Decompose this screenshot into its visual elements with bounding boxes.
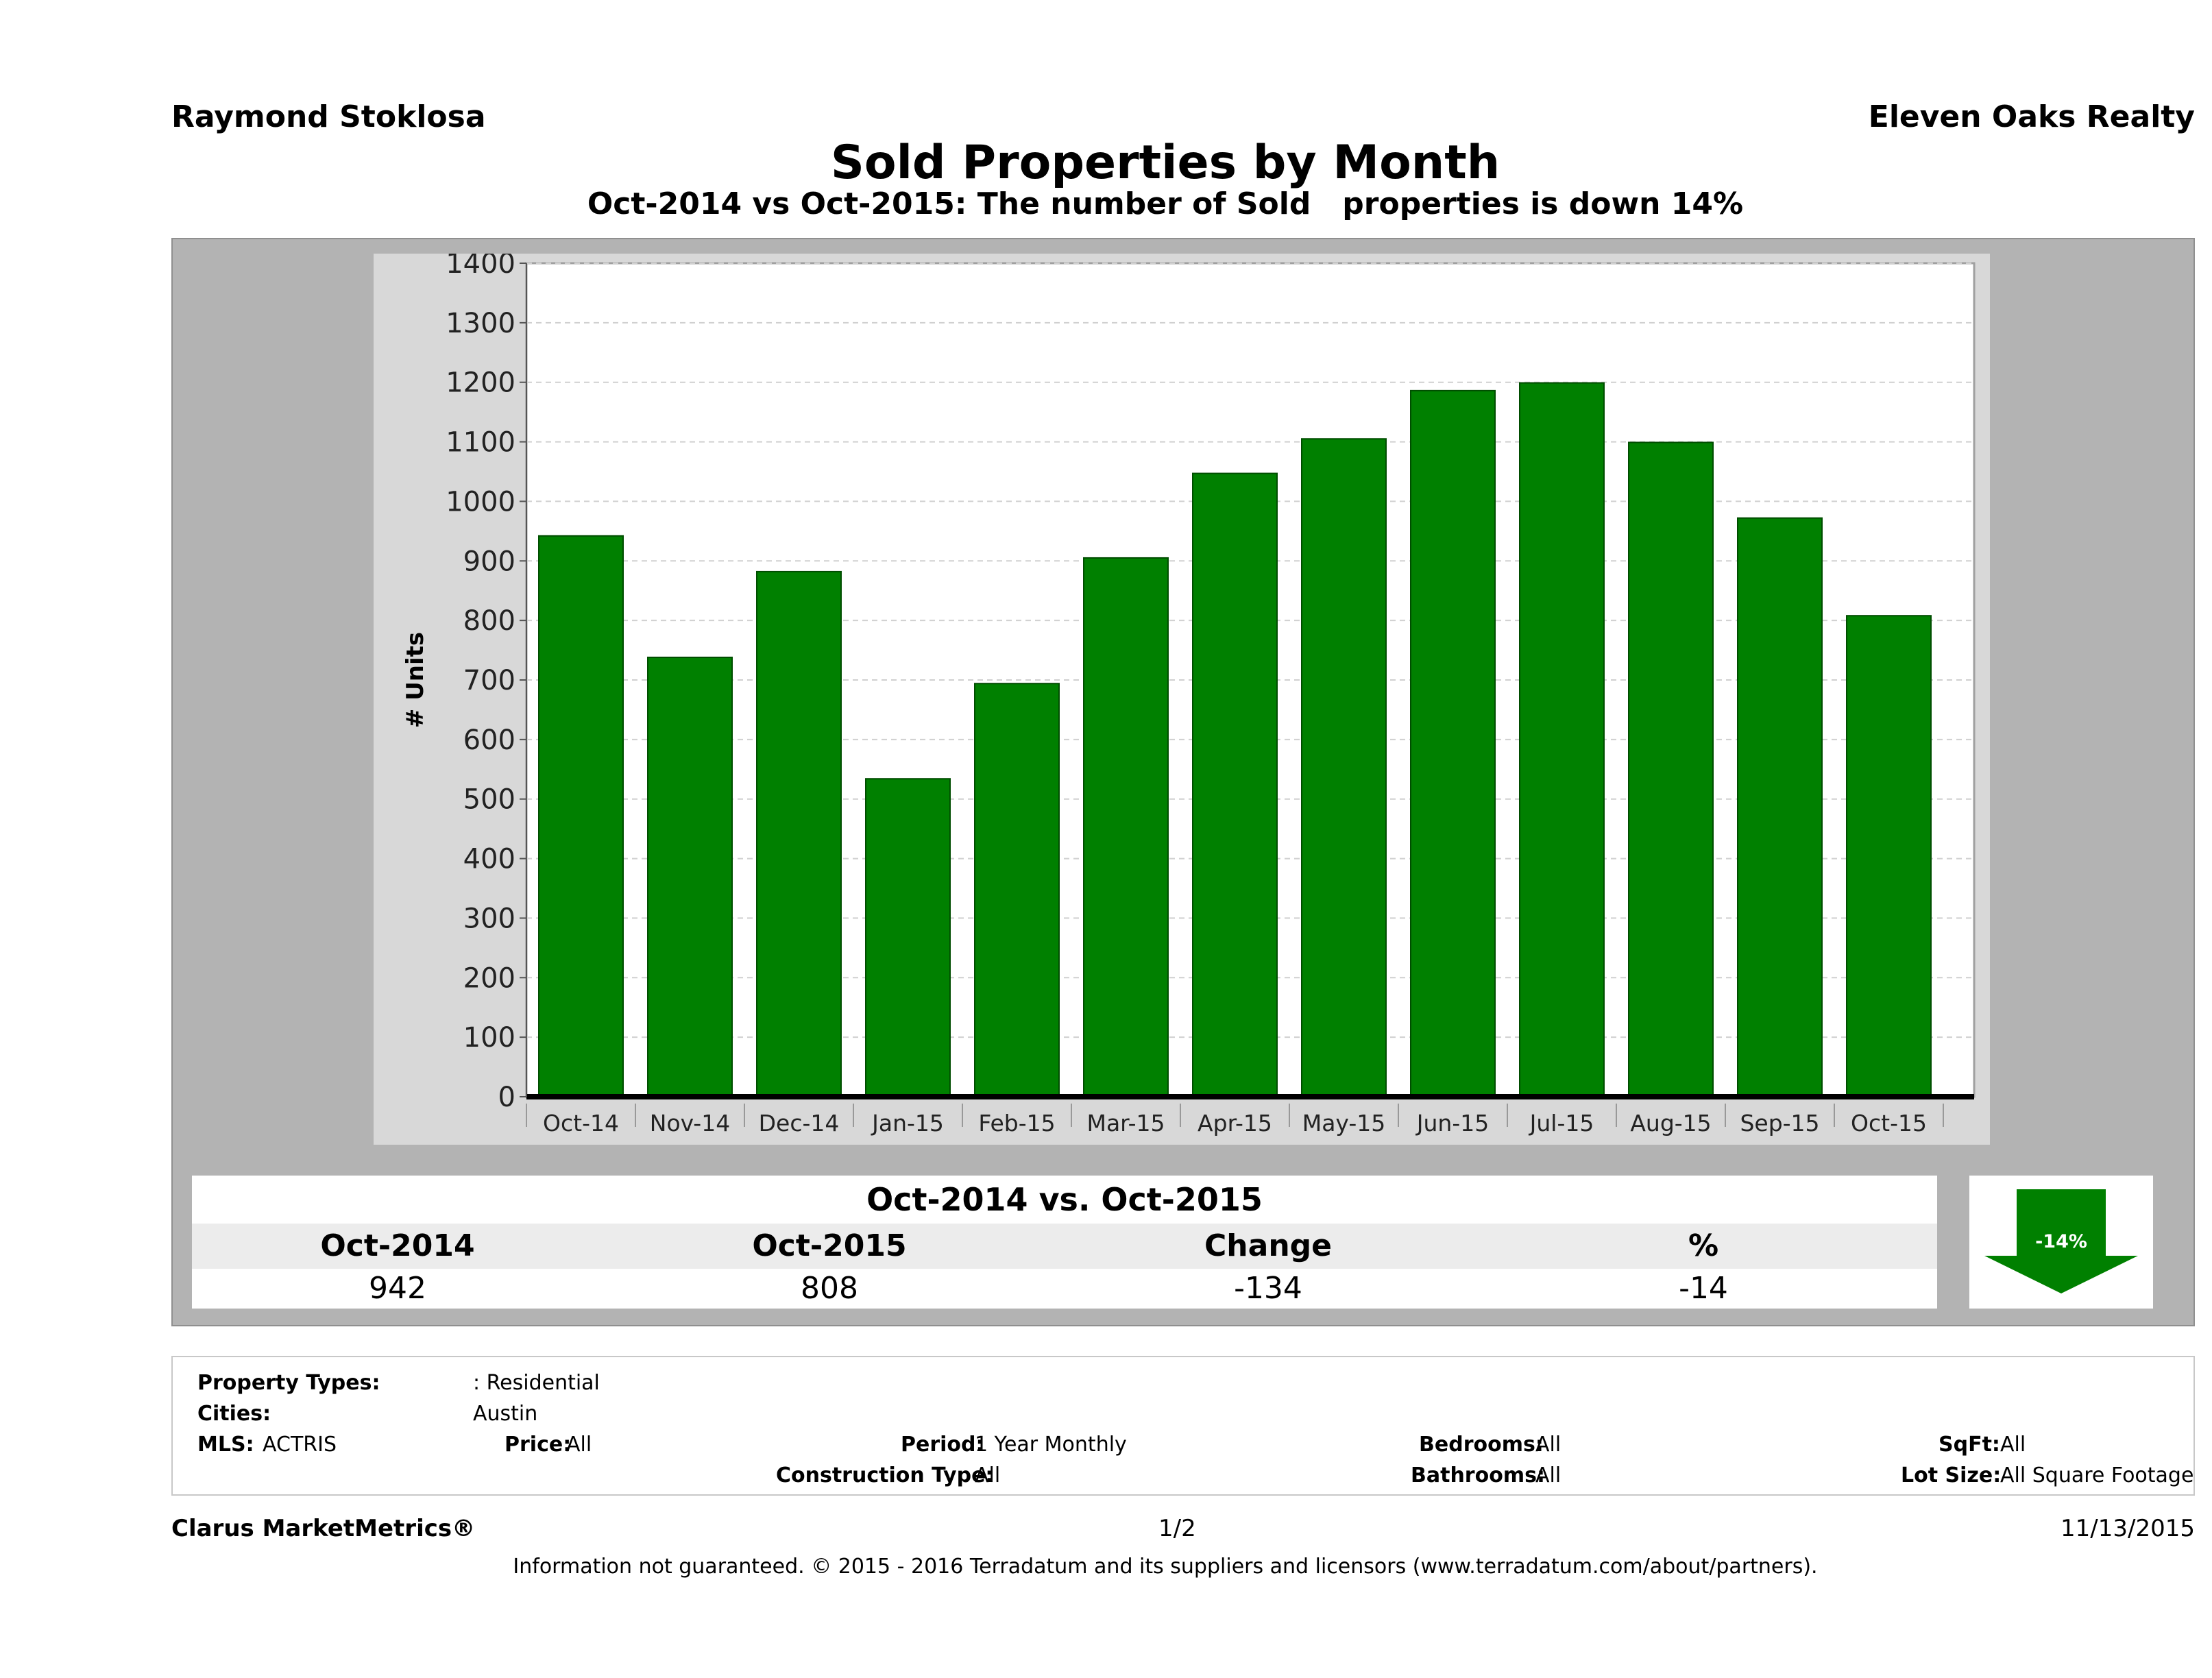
bar-dec-14: [756, 570, 842, 1098]
bar-oct-15: [1846, 615, 1932, 1097]
sqft-label: SqFt:: [1938, 1433, 2000, 1457]
bedrooms-label: Bedrooms:: [1419, 1433, 1544, 1457]
bar-feb-15: [974, 683, 1060, 1097]
report-date: 11/13/2015: [2061, 1515, 2195, 1542]
x-tick-label: Apr-15: [1198, 1110, 1272, 1136]
x-tick-label: Oct-15: [1851, 1110, 1927, 1136]
summary-header-change: Change: [1204, 1228, 1332, 1263]
property-types-value: : Residential: [473, 1371, 600, 1395]
lot-size-value: All Square Footage: [2000, 1463, 2194, 1487]
y-tick-label: 0: [498, 1082, 515, 1113]
bar-aug-15: [1628, 441, 1714, 1097]
construction-type-label: Construction Type:: [776, 1463, 994, 1487]
agent-name: Raymond Stoklosa: [171, 99, 486, 134]
y-tick-label: 600: [463, 725, 515, 756]
mls-label: MLS:: [197, 1433, 254, 1457]
brokerage-name: Eleven Oaks Realty: [1868, 99, 2195, 134]
x-tick-label: Sep-15: [1740, 1110, 1819, 1136]
period-value: 1 Year Monthly: [975, 1433, 1127, 1457]
page-title: Sold Properties by Month: [830, 136, 1500, 190]
summary-value-oct-2014: 942: [369, 1271, 426, 1306]
summary-value-oct-2015: 808: [801, 1271, 858, 1306]
property-types-label: Property Types:: [197, 1371, 380, 1395]
y-tick-label: 100: [463, 1022, 515, 1054]
y-tick-label: 700: [463, 665, 515, 696]
bedrooms-value: All: [1535, 1433, 1561, 1457]
bar-jul-15: [1519, 382, 1605, 1097]
trend-badge-label: -14%: [2035, 1231, 2087, 1252]
page-number: 1/2: [1158, 1515, 1196, 1542]
bathrooms-value: All: [1535, 1463, 1561, 1487]
lot-size-label: Lot Size:: [1901, 1463, 2002, 1487]
bar-sep-15: [1737, 517, 1823, 1097]
summary-title: Oct-2014 vs. Oct-2015: [192, 1176, 1937, 1224]
y-tick-label: 1300: [446, 308, 515, 339]
summary-value-change: -134: [1234, 1271, 1302, 1306]
y-tick-label: 1000: [446, 486, 515, 518]
cities-value: Austin: [473, 1402, 538, 1426]
bar-chart: 0 100 200 300 400 500 600 700 800 900 1000 1100 1200…: [402, 254, 1976, 1136]
cities-label: Cities:: [197, 1402, 271, 1426]
y-tick-label: 1200: [446, 367, 515, 399]
sqft-value: All: [2000, 1433, 2026, 1457]
x-tick-label: Feb-15: [978, 1110, 1055, 1136]
bar-jan-15: [865, 778, 951, 1097]
comparison-summary: Oct-2014 vs. Oct-2015 Oct-2014 Oct-2015 …: [192, 1176, 1937, 1310]
summary-header-oct-2014: Oct-2014: [320, 1228, 475, 1263]
chart-container: 0 100 200 300 400 500 600 700 800 900 1000 1100 1200…: [374, 254, 1990, 1145]
summary-header-oct-2015: Oct-2015: [752, 1228, 907, 1263]
y-tick-label: 1400: [446, 254, 515, 280]
summary-value-percent: -14: [1679, 1271, 1728, 1306]
price-label: Price:: [505, 1433, 572, 1457]
summary-value-row: 942 808 -134 -14: [192, 1269, 1937, 1309]
x-tick-label: Dec-14: [759, 1110, 840, 1136]
x-tick-label: Nov-14: [650, 1110, 730, 1136]
y-tick-label: 300: [463, 903, 515, 934]
bar-jun-15: [1410, 389, 1496, 1098]
disclaimer: Information not guaranteed. © 2015 - 201…: [513, 1555, 1818, 1579]
x-tick-label: Aug-15: [1630, 1110, 1711, 1136]
down-arrow-icon: -14%: [1984, 1189, 2138, 1293]
summary-header-percent: %: [1688, 1228, 1719, 1263]
y-tick-label: 900: [463, 546, 515, 577]
bar-apr-15: [1192, 472, 1278, 1097]
mls-value: ACTRIS: [263, 1433, 337, 1457]
summary-header-row: Oct-2014 Oct-2015 Change %: [192, 1224, 1937, 1269]
bar-may-15: [1301, 438, 1387, 1097]
page-subtitle: Oct-2014 vs Oct-2015: The number of Sold…: [587, 186, 1744, 221]
bathrooms-label: Bathrooms:: [1411, 1463, 1545, 1487]
period-label: Period:: [901, 1433, 984, 1457]
y-tick-label: 200: [463, 962, 515, 994]
bar-oct-14: [538, 535, 624, 1097]
construction-type-value: All: [975, 1463, 1001, 1487]
x-tick-label: Jul-15: [1529, 1110, 1594, 1136]
x-tick-label: Jan-15: [871, 1110, 944, 1136]
bar-mar-15: [1083, 557, 1169, 1097]
y-tick-label: 500: [463, 784, 515, 816]
report-criteria: Property Types: : Residential Cities: Au…: [171, 1356, 2195, 1496]
bar-nov-14: [647, 656, 733, 1097]
y-tick-label: 800: [463, 605, 515, 637]
x-tick-label: Jun-15: [1415, 1110, 1489, 1136]
price-value: All: [566, 1433, 592, 1457]
x-tick-label: May-15: [1302, 1110, 1386, 1136]
x-tick-label: Oct-14: [543, 1110, 619, 1136]
y-axis-label: # Units: [402, 632, 429, 728]
x-tick-label: Mar-15: [1086, 1110, 1165, 1136]
y-tick-label: 1100: [446, 427, 515, 459]
y-tick-label: 400: [463, 844, 515, 875]
footer-brand: Clarus MarketMetrics®: [171, 1515, 476, 1542]
trend-badge: -14%: [1969, 1176, 2153, 1309]
